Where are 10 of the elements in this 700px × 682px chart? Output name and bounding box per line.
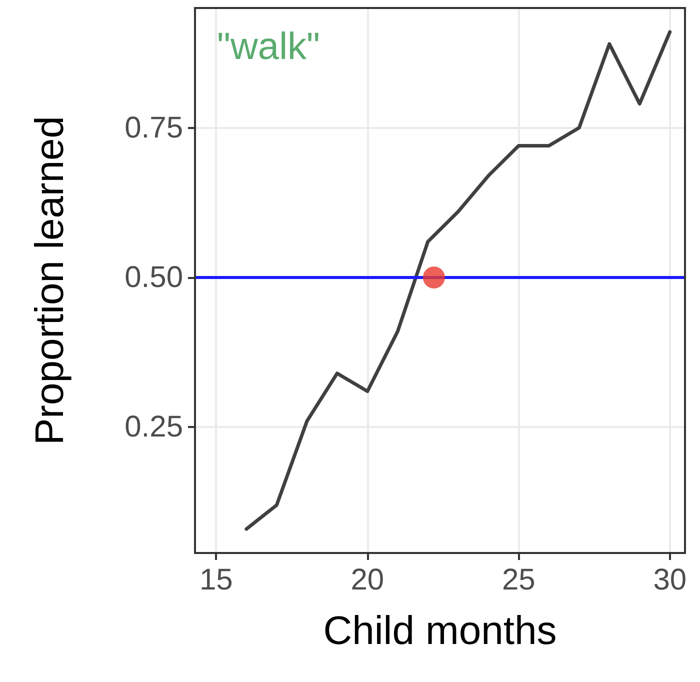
y-tick-label: 0.75 xyxy=(124,111,183,144)
y-tick-label: 0.50 xyxy=(124,261,183,294)
x-tick-label: 20 xyxy=(350,564,384,596)
x-tick-label: 25 xyxy=(502,564,536,596)
x-tick-label: 15 xyxy=(199,564,233,596)
y-tick-label: 0.25 xyxy=(124,410,183,444)
y-axis-title: Proportion learned xyxy=(28,116,72,446)
x-axis-title: Child months xyxy=(323,609,557,653)
annotation: "walk" xyxy=(217,26,320,68)
x-tick-label: 30 xyxy=(653,564,687,596)
